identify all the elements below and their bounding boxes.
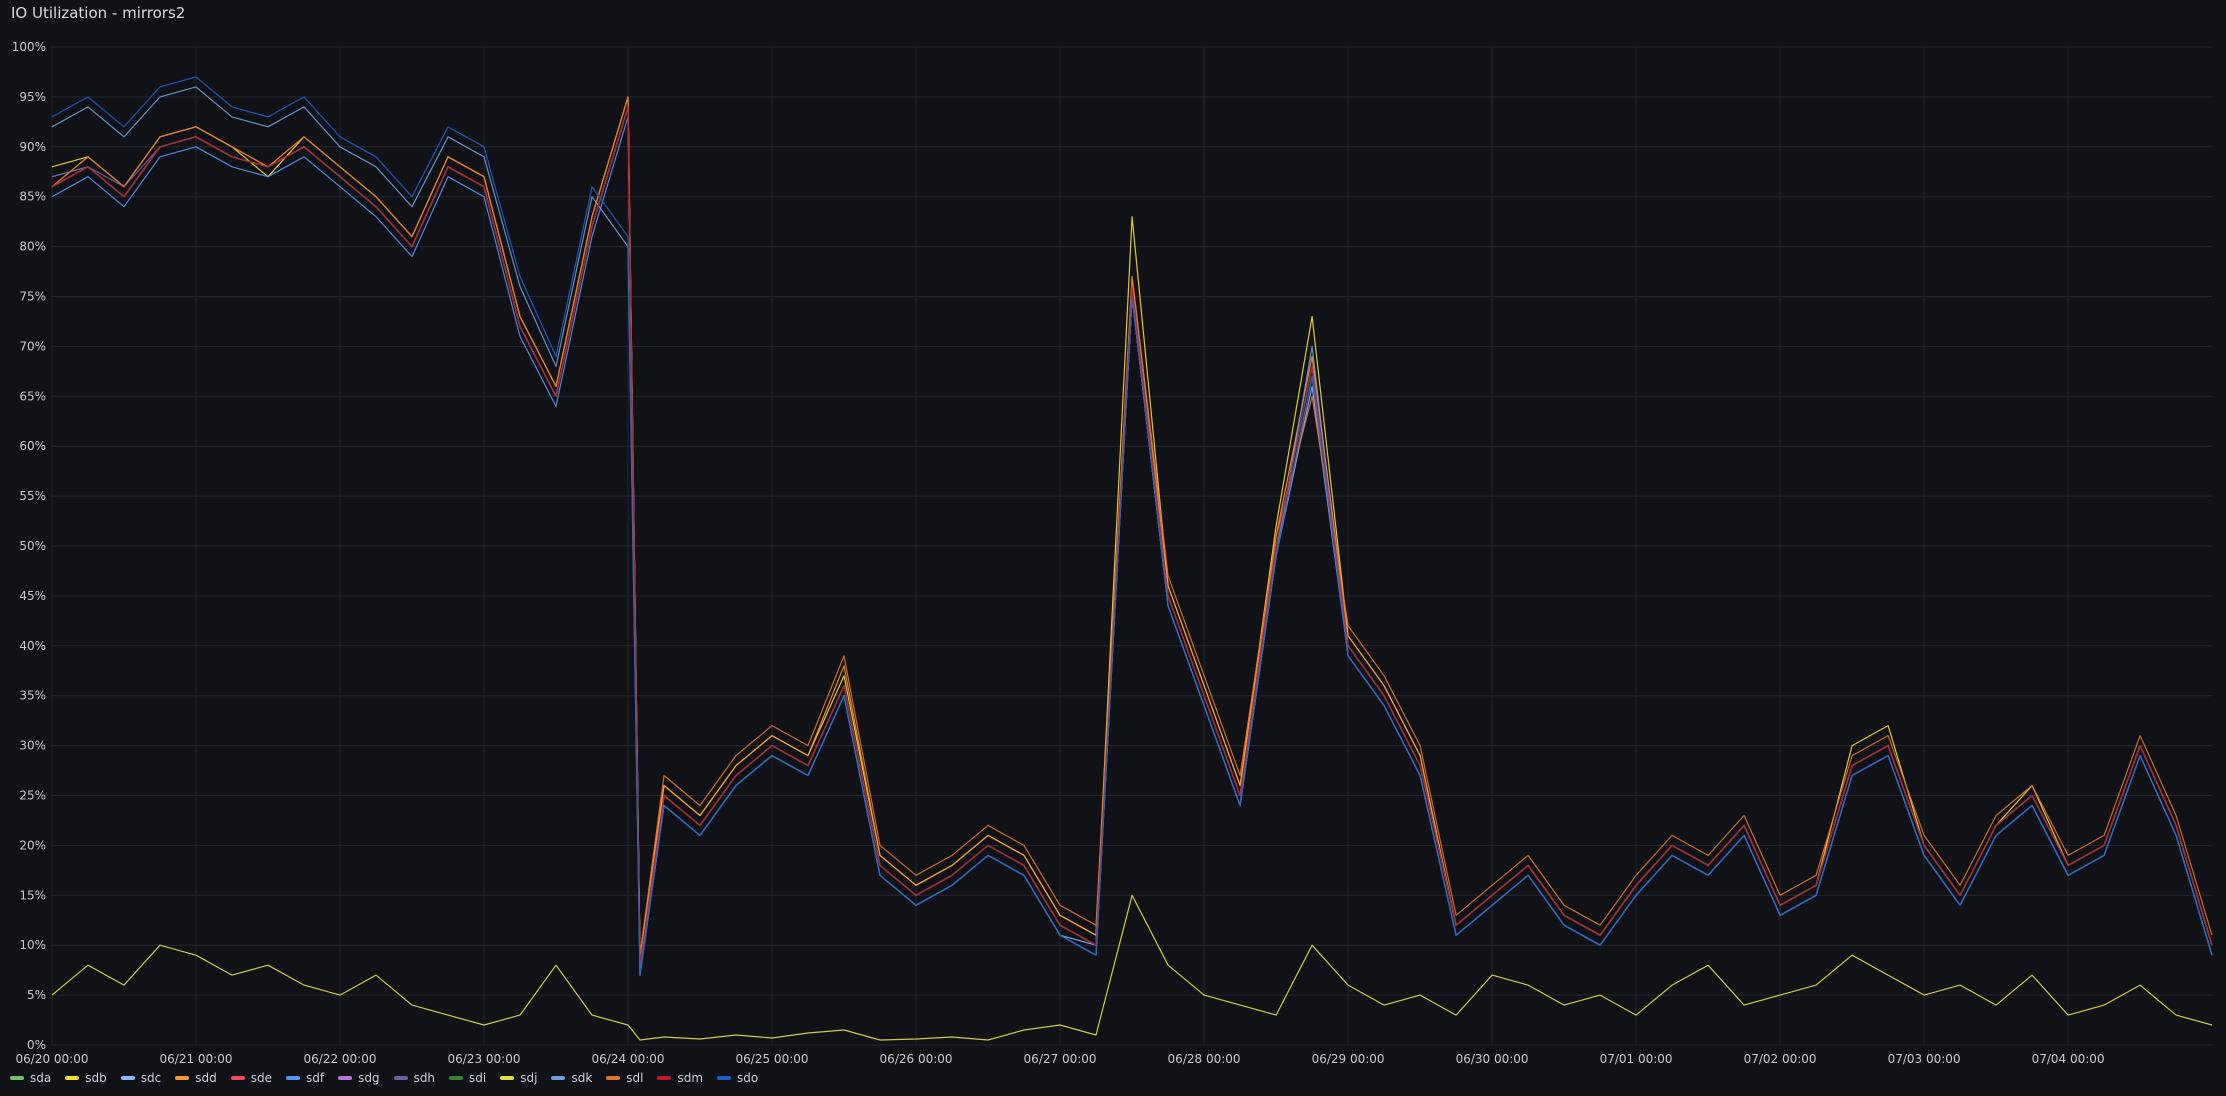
- legend-swatch: [393, 1076, 408, 1080]
- y-tick-label: 35%: [19, 689, 46, 703]
- x-tick-label: 06/27 00:00: [1024, 1052, 1097, 1066]
- legend-item-sda[interactable]: sda: [10, 1071, 51, 1085]
- panel-title: IO Utilization - mirrors2: [11, 4, 186, 22]
- legend-label: sdh: [413, 1071, 436, 1085]
- series-line-sdg[interactable]: [51, 106, 2213, 966]
- legend-swatch: [606, 1076, 621, 1080]
- series-line-sdb[interactable]: [51, 96, 2213, 956]
- legend-item-sdd[interactable]: sdd: [175, 1071, 217, 1085]
- legend-item-sdm[interactable]: sdm: [657, 1071, 703, 1085]
- x-tick-label: 06/22 00:00: [304, 1052, 377, 1066]
- legend-item-sdj[interactable]: sdj: [500, 1071, 537, 1085]
- legend-swatch: [230, 1076, 245, 1080]
- legend-swatch: [717, 1076, 732, 1080]
- y-tick-label: 10%: [19, 938, 46, 952]
- legend-item-sdf[interactable]: sdf: [285, 1071, 325, 1085]
- legend-swatch: [338, 1076, 353, 1080]
- legend-item-sdi[interactable]: sdi: [449, 1071, 486, 1085]
- legend-label: sdo: [737, 1071, 759, 1085]
- y-tick-label: 95%: [19, 90, 46, 104]
- legend-swatch: [120, 1076, 135, 1080]
- x-tick-label: 07/02 00:00: [1744, 1052, 1817, 1066]
- legend-swatch: [285, 1076, 300, 1080]
- legend-swatch: [449, 1076, 464, 1080]
- series-line-sda[interactable]: [51, 106, 2213, 966]
- series-line-sdh[interactable]: [51, 106, 2213, 966]
- legend-label: sdg: [358, 1071, 380, 1085]
- legend-swatch: [10, 1076, 24, 1080]
- legend-label: sdl: [626, 1071, 644, 1085]
- legend-swatch: [551, 1076, 566, 1080]
- x-tick-label: 07/04 00:00: [2032, 1052, 2105, 1066]
- y-tick-label: 55%: [19, 489, 46, 503]
- legend-item-sdh[interactable]: sdh: [393, 1071, 436, 1085]
- series-line-sde[interactable]: [51, 106, 2213, 966]
- legend-label: sdd: [195, 1071, 217, 1085]
- legend-item-sdk[interactable]: sdk: [551, 1071, 592, 1085]
- series-line-sdm[interactable]: [51, 106, 2213, 966]
- y-tick-label: 30%: [19, 739, 46, 753]
- y-tick-label: 80%: [19, 240, 46, 254]
- y-tick-label: 45%: [19, 589, 46, 603]
- y-tick-label: 20%: [19, 838, 46, 852]
- x-tick-label: 06/28 00:00: [1168, 1052, 1241, 1066]
- y-tick-label: 90%: [19, 140, 46, 154]
- legend-label: sdj: [520, 1071, 538, 1085]
- x-tick-label: 06/21 00:00: [160, 1052, 233, 1066]
- series-line-sdo[interactable]: [51, 76, 2213, 976]
- legend-label: sdb: [85, 1071, 107, 1085]
- legend-item-sdc[interactable]: sdc: [120, 1071, 162, 1085]
- series-line-sdl[interactable]: [51, 96, 2213, 956]
- legend-label: sda: [30, 1071, 52, 1085]
- y-tick-label: 75%: [19, 290, 46, 304]
- legend-item-sdo[interactable]: sdo: [717, 1071, 758, 1085]
- x-tick-label: 06/26 00:00: [880, 1052, 953, 1066]
- x-tick-label: 06/24 00:00: [592, 1052, 665, 1066]
- x-tick-label: 06/23 00:00: [448, 1052, 521, 1066]
- legend-swatch: [657, 1076, 672, 1080]
- series-line-sdj[interactable]: [51, 894, 2213, 1041]
- chart-legend: sda sdb sdc sdd sde sdf sdg sdh sdi sdj sdk sdl sdm s…: [10, 1071, 758, 1085]
- legend-label: sdf: [305, 1071, 325, 1085]
- legend-item-sdb[interactable]: sdb: [65, 1071, 107, 1085]
- y-tick-label: 85%: [19, 190, 46, 204]
- x-tick-label: 07/01 00:00: [1600, 1052, 1673, 1066]
- x-tick-label: 06/29 00:00: [1312, 1052, 1385, 1066]
- y-tick-label: 15%: [19, 888, 46, 902]
- legend-item-sdg[interactable]: sdg: [338, 1071, 380, 1085]
- x-tick-label: 06/25 00:00: [736, 1052, 809, 1066]
- y-tick-label: 100%: [12, 40, 46, 54]
- series-line-sdc[interactable]: [51, 106, 2213, 966]
- series-line-sdi[interactable]: [51, 106, 2213, 966]
- y-tick-label: 60%: [19, 439, 46, 453]
- x-tick-label: 06/30 00:00: [1456, 1052, 1529, 1066]
- legend-swatch: [500, 1076, 515, 1080]
- legend-label: sdc: [140, 1071, 162, 1085]
- legend-swatch: [65, 1076, 80, 1080]
- y-tick-label: 5%: [27, 988, 46, 1002]
- y-tick-label: 0%: [27, 1038, 46, 1052]
- legend-item-sdl[interactable]: sdl: [606, 1071, 643, 1085]
- legend-label: sdi: [469, 1071, 487, 1085]
- y-tick-label: 70%: [19, 339, 46, 353]
- legend-swatch: [175, 1076, 190, 1080]
- legend-label: sde: [250, 1071, 272, 1085]
- y-tick-label: 25%: [19, 789, 46, 803]
- y-tick-label: 65%: [19, 389, 46, 403]
- legend-item-sde[interactable]: sde: [230, 1071, 272, 1085]
- legend-label: sdm: [677, 1071, 704, 1085]
- legend-label: sdk: [571, 1071, 593, 1085]
- y-tick-label: 40%: [19, 639, 46, 653]
- x-tick-label: 06/20 00:00: [16, 1052, 89, 1066]
- y-tick-label: 50%: [19, 539, 46, 553]
- x-tick-label: 07/03 00:00: [1888, 1052, 1961, 1066]
